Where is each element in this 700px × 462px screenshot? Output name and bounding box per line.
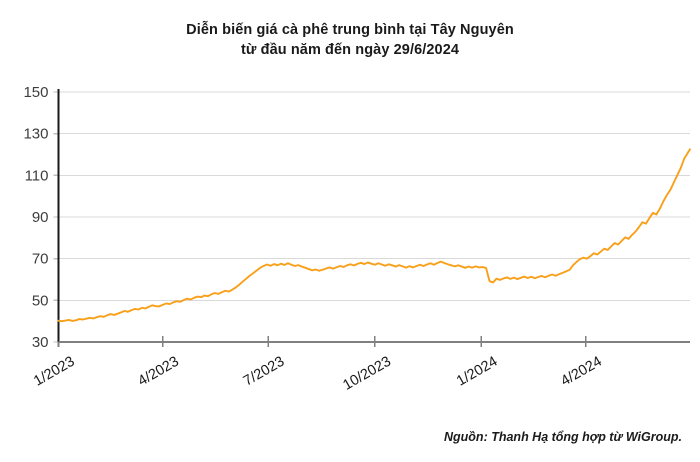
chart-title: Diễn biến giá cà phê trung bình tại Tây … (0, 20, 700, 60)
y-axis-labels-group: 30 50 70 90 110 130 150 (23, 84, 48, 351)
y-axis-tick-label: 70 (32, 251, 49, 268)
x-axis-tick-label: 1/2023 (31, 354, 77, 390)
y-axis-tick-label: 50 (32, 292, 49, 309)
x-axis-tick-label: 10/2023 (340, 354, 393, 394)
x-axis-tick-label: 4/2023 (135, 354, 181, 390)
chart-title-line-1: Diễn biến giá cà phê trung bình tại Tây … (186, 22, 514, 38)
y-axis-tick-label: 130 (23, 126, 48, 143)
y-tick-marks-group (53, 91, 59, 343)
x-axis-tick-label: 7/2023 (241, 354, 287, 390)
x-axis-tick-label: 1/2024 (454, 354, 500, 390)
y-axis-tick-label: 150 (23, 84, 48, 101)
y-axis-tick-label: 110 (25, 167, 49, 184)
y-axis-tick-label: 90 (32, 209, 49, 226)
price-line-series (57, 148, 691, 323)
source-note: Nguồn: Thanh Hạ tổng hợp từ WiGroup. (444, 430, 682, 444)
gridlines-group (58, 91, 690, 301)
chart-title-line-2: từ đầu năm đến ngày 29/6/2024 (240, 42, 460, 58)
x-axis-labels-group: 1/2023 4/2023 7/2023 10/2023 1/2024 4/2024 (31, 354, 605, 394)
y-axis-tick-label: 30 (32, 334, 49, 351)
x-axis-tick-label: 4/2024 (558, 354, 604, 390)
